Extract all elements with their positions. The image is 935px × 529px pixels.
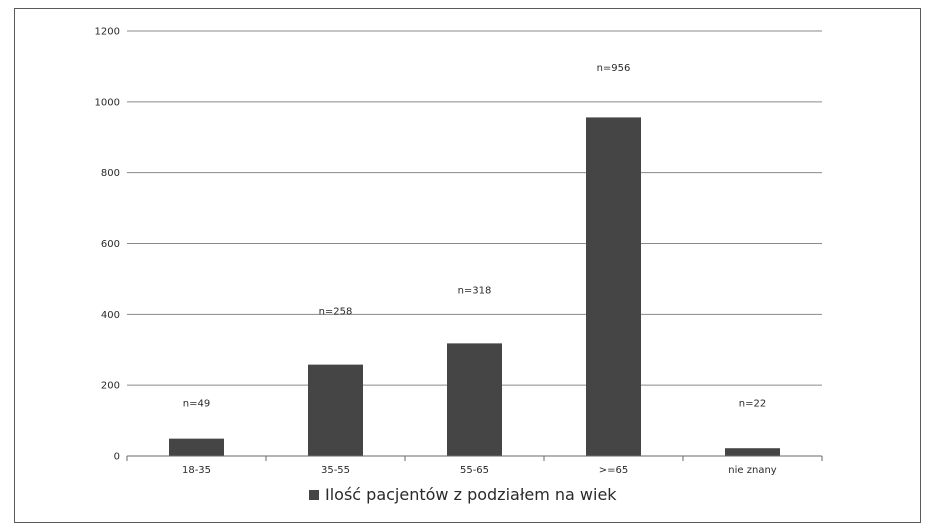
bar <box>586 117 641 457</box>
y-tick-label: 0 <box>114 452 120 463</box>
y-tick-label: 200 <box>101 381 120 392</box>
bar <box>725 448 780 456</box>
gridlines <box>127 30 822 386</box>
data-label: n=49 <box>183 398 210 409</box>
data-label: n=318 <box>458 285 492 296</box>
bar <box>308 364 363 456</box>
y-tick-label: 600 <box>101 239 120 250</box>
data-labels: n=49 n=258 n=318 n=956 n=22 <box>183 63 766 409</box>
y-tick-label: 400 <box>101 310 120 321</box>
x-tick-label: >=65 <box>599 465 628 476</box>
legend-label: Ilość pacjentów z podziałem na wiek <box>325 485 617 504</box>
y-tick-label: 1200 <box>95 27 120 38</box>
x-tick-label: 35-55 <box>321 465 350 476</box>
y-tick-label: 800 <box>101 168 120 179</box>
data-label: n=258 <box>319 307 353 318</box>
y-tick-label: 1000 <box>95 97 120 108</box>
x-tick-label: nie znany <box>728 465 777 476</box>
bar <box>447 343 502 456</box>
legend-swatch <box>309 490 319 500</box>
x-tick-label: 18-35 <box>182 465 211 476</box>
legend: Ilość pacjentów z podziałem na wiek <box>309 485 617 504</box>
bars <box>169 117 780 457</box>
x-tick-label: 55-65 <box>460 465 489 476</box>
bar <box>169 438 224 456</box>
data-label: n=22 <box>739 398 766 409</box>
y-axis-ticks: 0 200 400 600 800 1000 1200 <box>95 27 120 463</box>
data-label: n=956 <box>597 63 631 74</box>
x-axis-ticks: 18-35 35-55 55-65 >=65 nie znany <box>126 456 823 476</box>
